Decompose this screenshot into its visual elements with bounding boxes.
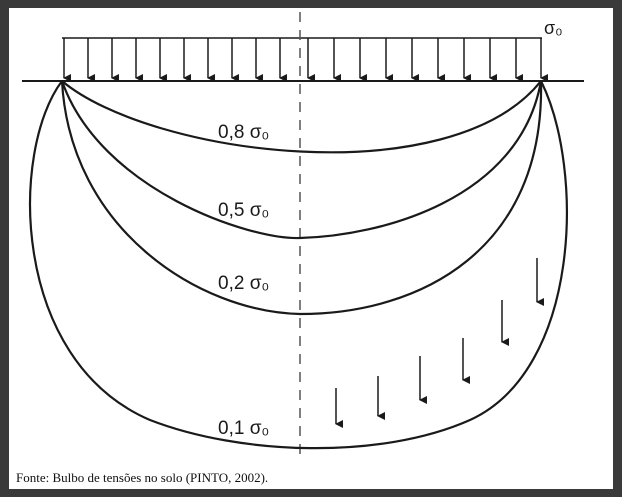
figure-panel bbox=[9, 8, 613, 489]
figure-caption: Fonte: Bulbo de tensões no solo (PINTO, … bbox=[16, 470, 269, 485]
load-label: σ₀ bbox=[544, 18, 563, 38]
load-arrows bbox=[63, 38, 548, 82]
isobar-0-1 bbox=[29, 80, 568, 450]
isobar-label-0-1: 0,1 σ₀ bbox=[218, 418, 270, 439]
isobar-label-0-5: 0,5 σ₀ bbox=[218, 200, 270, 221]
decay-arrows bbox=[335, 258, 544, 428]
stress-bulbs bbox=[29, 80, 568, 450]
isobar-label-0-8: 0,8 σ₀ bbox=[218, 122, 270, 143]
isobar-0-8 bbox=[61, 80, 542, 154]
isobar-0-5 bbox=[60, 80, 543, 240]
isobar-0-2 bbox=[60, 80, 543, 316]
isobar-label-0-2: 0,2 σ₀ bbox=[218, 273, 270, 294]
